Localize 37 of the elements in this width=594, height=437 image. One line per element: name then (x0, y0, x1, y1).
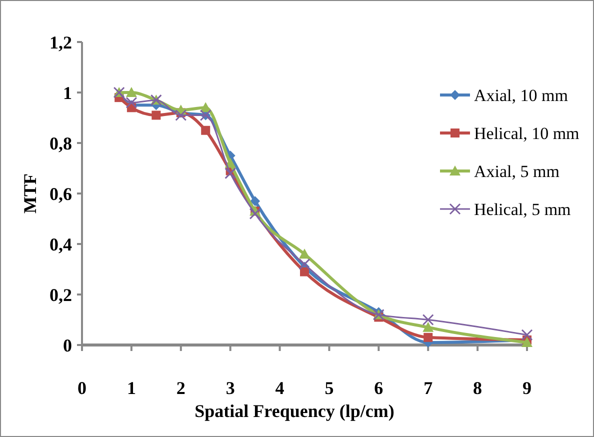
x-tick-label: 2 (176, 378, 186, 398)
point (201, 126, 210, 135)
y-tick-label: 0,8 (50, 133, 72, 154)
x-tick-label: 6 (374, 378, 384, 398)
x-tick-label: 9 (522, 378, 532, 398)
y-tick-label: 1,2 (50, 32, 72, 52)
point (424, 332, 433, 342)
x-axis-title: Spatial Frequency (lp/cm) (194, 401, 394, 421)
x-tick-label: 8 (473, 378, 482, 398)
x-tick-label: 5 (324, 378, 334, 398)
point (521, 329, 533, 341)
legend-label: Axial, 10 mm (474, 86, 568, 105)
legend-label: Helical, 5 mm (474, 200, 571, 219)
point (298, 258, 310, 270)
x-tick-label: 7 (424, 378, 433, 398)
y-tick-label: 1 (63, 82, 72, 103)
legend-label: Axial, 5 mm (474, 162, 560, 181)
point (126, 96, 138, 108)
point (300, 267, 309, 276)
point (126, 87, 137, 97)
y-tick-label: 0,2 (50, 284, 72, 305)
x-tick-label: 1 (126, 378, 136, 398)
point (224, 168, 236, 180)
point (152, 110, 161, 120)
y-axis-title: MTF (20, 174, 40, 214)
legend-label: Helical, 10 mm (474, 124, 580, 143)
point (299, 248, 310, 259)
point (422, 322, 434, 332)
x-tick-label: 4 (275, 378, 284, 398)
point (249, 208, 261, 220)
y-tick-label: 0,4 (50, 234, 72, 254)
point (422, 314, 434, 326)
x-tick-label: 0 (78, 378, 86, 398)
y-tick-label: 0,6 (50, 184, 72, 204)
point (250, 196, 260, 206)
x-tick-label: 3 (226, 378, 235, 398)
y-tick-label: 0 (63, 335, 72, 356)
